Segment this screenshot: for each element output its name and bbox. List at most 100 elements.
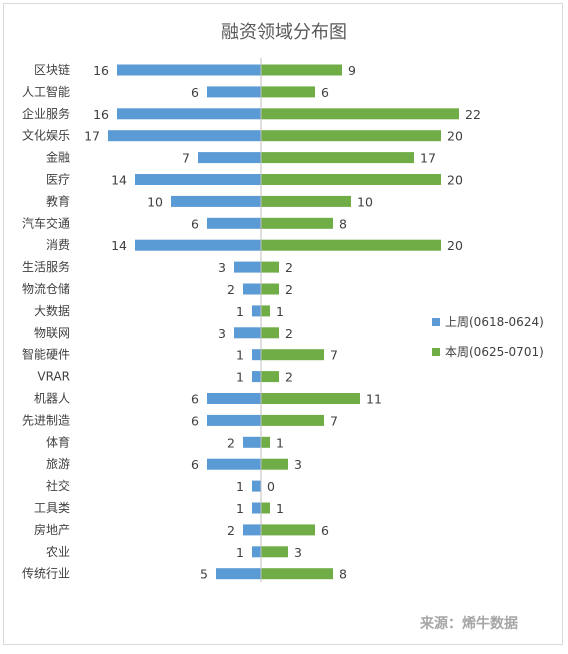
data-label-last-week: 1 (236, 545, 244, 560)
data-label-last-week: 2 (227, 282, 235, 297)
data-label-this-week: 3 (294, 545, 302, 560)
bar-last-week (207, 393, 261, 404)
data-label-last-week: 1 (236, 304, 244, 319)
data-label-this-week: 9 (348, 63, 356, 78)
bar-this-week (261, 239, 441, 251)
bar-last-week (207, 86, 261, 98)
data-label-this-week: 0 (267, 479, 275, 494)
data-label-last-week: 17 (84, 129, 100, 144)
data-label-last-week: 1 (236, 348, 244, 363)
bar-last-week (252, 480, 261, 492)
data-label-this-week: 10 (357, 194, 373, 209)
bar-this-week (261, 436, 270, 448)
bar-this-week (261, 502, 270, 514)
category-label: 工具类 (34, 501, 70, 515)
data-label-this-week: 2 (285, 282, 293, 297)
category-label: 物联网 (34, 326, 70, 340)
category-label: 旅游 (46, 457, 70, 471)
bar-last-week (243, 283, 261, 295)
data-label-last-week: 3 (218, 326, 226, 341)
data-label-this-week: 8 (339, 567, 347, 582)
category-label: 医疗 (46, 173, 70, 187)
data-label-this-week: 2 (285, 260, 293, 275)
data-label-this-week: 2 (285, 370, 293, 385)
category-label: 汽车交通 (22, 215, 70, 230)
data-label-last-week: 10 (147, 194, 163, 209)
legend-swatch-this-week (432, 347, 440, 356)
category-label: 企业服务 (22, 106, 70, 121)
bar-this-week (261, 174, 441, 185)
bar-this-week (261, 327, 279, 339)
category-label: 物流仓储 (22, 281, 70, 296)
bar-last-week (234, 261, 261, 273)
category-label: 体育 (46, 434, 70, 449)
bar-this-week (261, 524, 315, 536)
data-label-this-week: 3 (294, 457, 302, 472)
bar-this-week (261, 152, 414, 164)
legend-item-last-week: 上周(0618-0624) (432, 313, 544, 330)
data-label-this-week: 22 (465, 107, 481, 122)
data-label-this-week: 6 (321, 85, 329, 100)
data-label-last-week: 14 (111, 238, 127, 253)
category-label: 房地产 (34, 522, 70, 537)
data-label-this-week: 1 (276, 304, 284, 319)
chart-title: 融资领域分布图 (221, 22, 347, 43)
bar-last-week (252, 502, 261, 514)
data-label-this-week: 2 (285, 326, 293, 341)
bar-last-week (135, 239, 261, 251)
legend-label-last-week: 上周(0618-0624) (445, 315, 544, 329)
bar-this-week (261, 371, 279, 383)
category-label: 人工智能 (22, 84, 70, 99)
data-label-this-week: 17 (420, 151, 436, 166)
bar-last-week (117, 64, 261, 76)
data-label-last-week: 2 (227, 523, 235, 538)
bar-this-week (261, 195, 351, 207)
bar-last-week (117, 108, 261, 120)
bar-last-week (252, 371, 261, 383)
bar-this-week (261, 261, 279, 273)
category-label: VRAR (37, 370, 70, 384)
data-label-last-week: 16 (93, 107, 109, 122)
data-label-last-week: 1 (236, 370, 244, 385)
bar-last-week (108, 130, 261, 142)
category-label: 传统行业 (22, 566, 70, 581)
category-label: 农业 (46, 545, 70, 559)
data-label-this-week: 7 (330, 413, 338, 428)
bar-last-week (243, 436, 261, 448)
category-label: 智能硬件 (22, 347, 70, 362)
bar-last-week (171, 195, 261, 207)
data-label-this-week: 6 (321, 523, 329, 538)
data-label-last-week: 16 (93, 63, 109, 78)
bar-last-week (252, 546, 261, 558)
data-label-last-week: 1 (236, 501, 244, 516)
legend-label-this-week: 本周(0625-0701) (445, 345, 544, 359)
bar-this-week (261, 86, 315, 98)
category-label: 区块链 (34, 62, 70, 77)
bar-this-week (261, 568, 333, 580)
legend-item-this-week: 本周(0625-0701) (432, 343, 544, 360)
bar-this-week (261, 458, 288, 470)
data-label-last-week: 6 (191, 457, 199, 472)
bar-last-week (252, 349, 261, 361)
data-label-this-week: 20 (447, 238, 463, 253)
bar-this-week (261, 393, 360, 404)
data-label-last-week: 1 (236, 479, 244, 494)
bar-this-week (261, 414, 324, 426)
bar-this-week (261, 217, 333, 229)
bar-this-week (261, 130, 441, 142)
category-label: 消费 (46, 238, 70, 252)
bar-last-week (207, 414, 261, 426)
category-label: 先进制造 (22, 413, 70, 427)
bar-this-week (261, 349, 324, 361)
bar-this-week (261, 305, 270, 317)
bar-this-week (261, 64, 342, 76)
bar-last-week (198, 152, 261, 164)
bar-this-week (261, 546, 288, 558)
data-label-this-week: 7 (330, 348, 338, 363)
category-label: 金融 (46, 150, 70, 165)
data-label-last-week: 5 (200, 567, 208, 582)
data-label-this-week: 20 (447, 173, 463, 188)
bar-last-week (207, 217, 261, 229)
data-label-last-week: 7 (182, 151, 190, 166)
